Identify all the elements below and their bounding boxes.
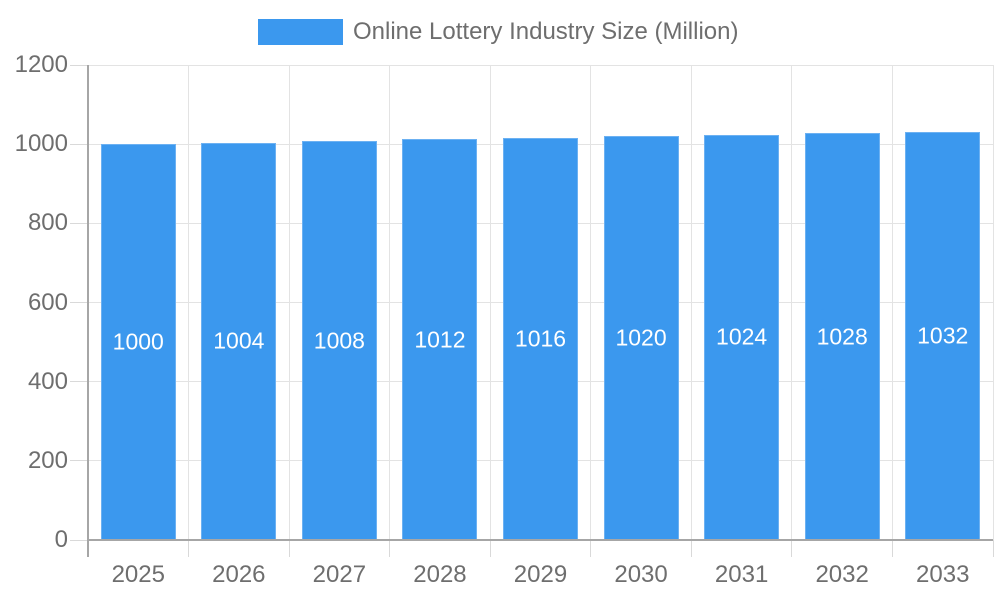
x-axis-tick-label: 2031	[714, 561, 769, 588]
x-axis-tick	[288, 540, 290, 557]
y-axis-tick	[70, 64, 88, 66]
x-axis-tick-label: 2026	[212, 561, 266, 588]
y-axis-tick	[70, 222, 88, 224]
x-axis-tick-label: 2030	[614, 561, 668, 588]
y-axis-tick	[70, 143, 88, 145]
y-axis-line	[87, 65, 89, 557]
y-axis-tick-label: 800	[27, 209, 68, 237]
x-axis-tick-label: 2025	[111, 561, 165, 588]
y-axis-tick	[70, 302, 88, 303]
bar[interactable]	[201, 142, 277, 540]
x-axis-tick-label: 2029	[513, 561, 568, 588]
bar-value-label: 1012	[414, 326, 466, 353]
bar-value-label: 1032	[917, 322, 969, 349]
gridline-vertical	[188, 65, 190, 540]
bar[interactable]	[503, 137, 578, 540]
y-axis-tick-label: 0	[54, 526, 68, 553]
legend-swatch	[258, 19, 343, 45]
bar-value-label: 1020	[615, 324, 667, 351]
x-axis-tick	[489, 540, 491, 557]
gridline-vertical	[489, 65, 491, 540]
y-axis-tick-label: 200	[27, 446, 68, 474]
bar-value-label: 1028	[816, 323, 868, 350]
legend[interactable]: Online Lottery Industry Size (Million)	[258, 18, 738, 46]
gridline-vertical	[791, 65, 793, 540]
y-axis-tick-label: 600	[27, 288, 68, 316]
x-axis-tick-label: 2033	[916, 561, 970, 588]
gridline-horizontal	[88, 64, 993, 66]
gridline-vertical	[288, 65, 290, 540]
bar[interactable]	[402, 139, 478, 540]
gridline-vertical	[690, 65, 692, 540]
y-axis-tick-label: 1200	[14, 51, 68, 78]
x-axis-tick	[992, 540, 994, 557]
y-axis-tick	[70, 381, 88, 383]
gridline-vertical	[891, 65, 893, 540]
bar-value-label: 1004	[213, 327, 265, 354]
x-axis-tick	[590, 540, 592, 557]
bar[interactable]	[603, 136, 679, 540]
x-axis-tick	[389, 540, 391, 557]
x-axis-tick-label: 2032	[815, 561, 869, 588]
x-axis-tick-label: 2027	[312, 561, 367, 588]
x-axis-tick	[891, 540, 893, 557]
bar[interactable]	[905, 131, 981, 540]
bar-value-label: 1008	[313, 327, 365, 353]
y-axis-tick-label: 400	[27, 367, 68, 395]
legend-label: Online Lottery Industry Size (Million)	[353, 18, 739, 45]
y-axis-tick	[70, 460, 88, 462]
gridline-vertical	[992, 65, 994, 540]
y-axis-tick	[70, 539, 88, 541]
bar[interactable]	[301, 141, 377, 540]
bar-value-label: 1016	[514, 325, 567, 352]
x-axis-line	[88, 539, 993, 541]
x-axis-tick	[791, 540, 793, 557]
x-axis-tick	[188, 540, 190, 557]
x-axis-tick-label: 2028	[413, 561, 467, 588]
bar[interactable]	[100, 144, 176, 540]
bar-value-label: 1024	[716, 323, 768, 350]
gridline-vertical	[590, 65, 592, 540]
bar-value-label: 1000	[112, 328, 164, 355]
bar[interactable]	[704, 134, 780, 540]
bar[interactable]	[804, 133, 880, 540]
y-axis-tick-label: 1000	[14, 130, 68, 158]
x-axis-tick	[690, 540, 692, 557]
gridline-vertical	[389, 65, 391, 540]
